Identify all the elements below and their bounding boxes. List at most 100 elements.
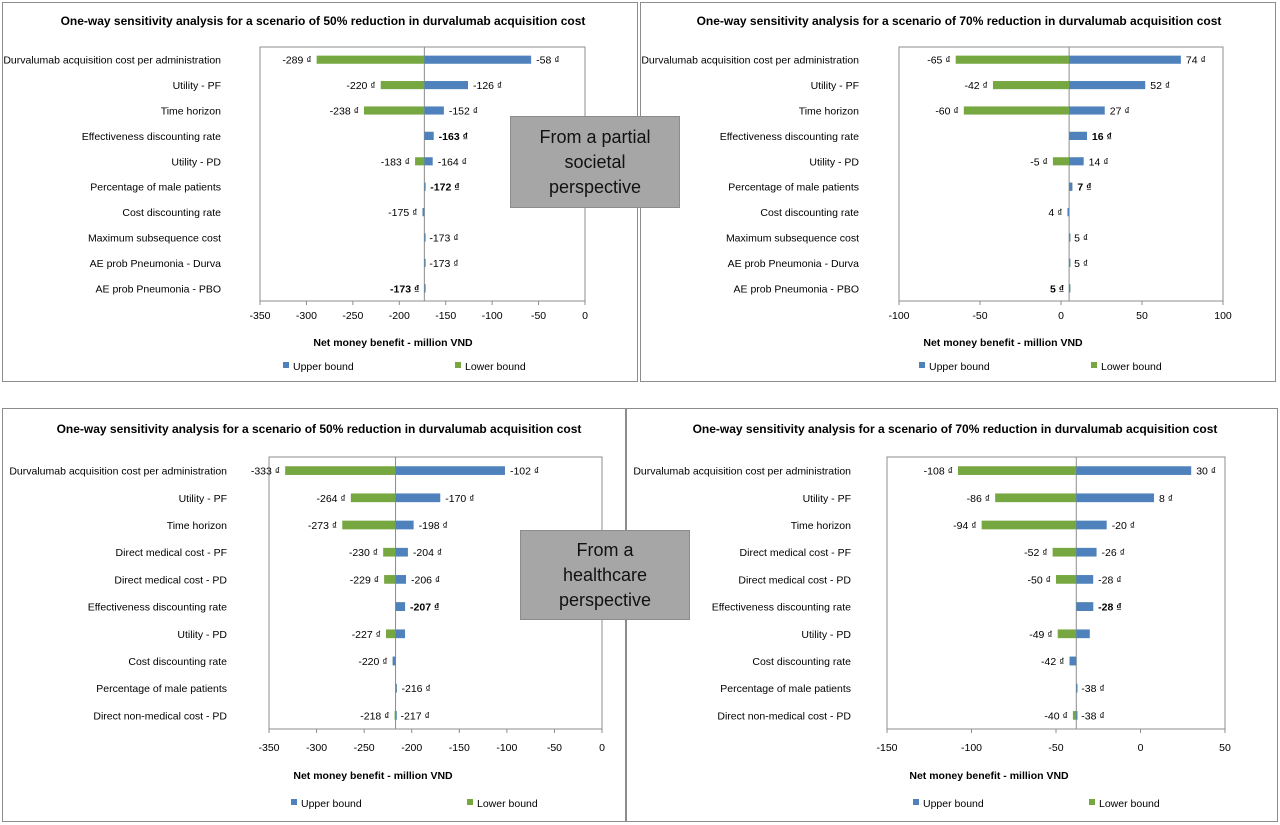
bar-upper-bound: [1069, 284, 1071, 293]
bar-upper-bound: [395, 629, 406, 639]
x-axis-label: Net money benefit - million VND: [293, 770, 453, 782]
category-label: AE prob Pneumonia - Durva: [728, 258, 859, 270]
x-axis-label: Net money benefit - million VND: [909, 770, 1069, 782]
data-label: 5 ₫: [1050, 283, 1064, 295]
data-label: -94 ₫: [953, 520, 976, 532]
bar-lower-bound: [316, 55, 425, 64]
data-label: -42 ₫: [964, 80, 987, 92]
bar-upper-bound: [1067, 208, 1070, 217]
data-label: -50 ₫: [1028, 574, 1051, 586]
data-label: -65 ₫: [927, 55, 950, 67]
category-label: Percentage of male patients: [728, 182, 859, 194]
category-label: Time horizon: [799, 106, 859, 118]
data-label: 7 ₫: [1077, 182, 1091, 194]
tornado-chart: One-way sensitivity analysis for a scena…: [641, 14, 1232, 373]
category-label: Percentage of male patients: [90, 182, 221, 194]
data-label: -28 ₫: [1098, 574, 1121, 586]
category-label: Cost discounting rate: [128, 656, 227, 668]
data-label: -5 ₫: [1030, 156, 1048, 168]
category-label: Direct non-medical cost - PD: [717, 710, 851, 722]
x-tick-label: -50: [972, 310, 987, 322]
category-label: Direct medical cost - PD: [738, 574, 851, 586]
data-label: 30 ₫: [1196, 466, 1216, 478]
bar-lower-bound: [415, 157, 425, 166]
bar-lower-bound: [1052, 547, 1077, 557]
bar-upper-bound: [1069, 182, 1073, 191]
data-label: -206 ₫: [411, 574, 440, 586]
category-label: Utility - PF: [173, 80, 221, 92]
x-tick-label: 50: [1136, 310, 1148, 322]
perspective-label: From a healthcare perspective: [520, 530, 690, 620]
data-label: -198 ₫: [419, 520, 448, 532]
x-tick-label: -300: [306, 742, 327, 754]
chart-title: One-way sensitivity analysis for a scena…: [697, 14, 1222, 28]
data-label: -204 ₫: [413, 547, 442, 559]
bar-upper-bound: [1069, 106, 1105, 115]
bar-upper-bound: [395, 683, 397, 693]
data-label: -108 ₫: [924, 466, 953, 478]
data-label: -42 ₫: [1041, 656, 1064, 668]
chart-panel-4: One-way sensitivity analysis for a scena…: [626, 408, 1278, 822]
data-label: -230 ₫: [349, 547, 378, 559]
data-label: 8 ₫: [1159, 493, 1173, 505]
perspective-label: From a partial societal perspective: [510, 116, 680, 208]
data-label: -218 ₫: [360, 710, 389, 722]
data-label: -164 ₫: [438, 156, 467, 168]
x-tick-label: -300: [296, 310, 317, 322]
tornado-chart: One-way sensitivity analysis for a scena…: [9, 422, 605, 810]
x-tick-label: -100: [496, 742, 517, 754]
x-tick-label: 0: [1058, 310, 1064, 322]
x-tick-label: -250: [354, 742, 375, 754]
bar-upper-bound: [395, 493, 441, 503]
category-label: Durvalumab acquisition cost per administ…: [633, 466, 851, 478]
data-label: -333 ₫: [251, 466, 280, 478]
bar-upper-bound: [1069, 258, 1071, 267]
category-label: Durvalumab acquisition cost per administ…: [3, 55, 221, 67]
category-label: Utility - PD: [177, 629, 227, 641]
data-label: 5 ₫: [1074, 258, 1088, 270]
x-tick-label: -200: [389, 310, 410, 322]
data-label: -28 ₫: [1098, 602, 1121, 614]
category-label: Time horizon: [167, 520, 227, 532]
bar-upper-bound: [1076, 711, 1078, 720]
bar-upper-bound: [424, 258, 426, 267]
legend-upper-label: Upper bound: [923, 798, 984, 810]
data-label: -38 ₫: [1081, 683, 1104, 695]
data-label: -172 ₫: [430, 182, 459, 194]
bar-upper-bound: [1076, 520, 1107, 530]
category-label: Utility - PF: [803, 493, 851, 505]
x-tick-label: 0: [1138, 742, 1144, 754]
x-tick-label: -150: [435, 310, 456, 322]
bar-lower-bound: [1056, 575, 1077, 584]
bar-lower-bound: [380, 81, 425, 90]
bar-lower-bound: [350, 493, 396, 503]
data-label: -26 ₫: [1102, 547, 1125, 559]
legend-upper-swatch: [913, 799, 919, 805]
x-tick-label: -50: [1048, 742, 1063, 754]
bar-upper-bound: [1076, 683, 1078, 693]
category-label: Maximum subsequence cost: [88, 233, 221, 245]
category-label: Effectiveness discounting rate: [88, 602, 227, 614]
data-label: -152 ₫: [449, 106, 478, 118]
bar-upper-bound: [424, 157, 433, 166]
bar-upper-bound: [1076, 547, 1097, 557]
category-label: Direct medical cost - PF: [116, 547, 227, 559]
legend-lower-swatch: [1089, 799, 1095, 805]
bar-upper-bound: [395, 520, 414, 530]
x-axis-label: Net money benefit - million VND: [923, 337, 1083, 349]
category-label: Utility - PD: [809, 156, 859, 168]
data-label: -20 ₫: [1112, 520, 1135, 532]
chart-panel-3: One-way sensitivity analysis for a scena…: [2, 408, 626, 822]
data-label: -58 ₫: [536, 55, 559, 67]
bar-lower-bound: [995, 493, 1077, 503]
tornado-chart: One-way sensitivity analysis for a scena…: [633, 422, 1231, 810]
category-label: Cost discounting rate: [752, 656, 851, 668]
category-label: Effectiveness discounting rate: [82, 131, 221, 143]
data-label: 4 ₫: [1048, 207, 1062, 219]
chart-title: One-way sensitivity analysis for a scena…: [693, 422, 1218, 436]
data-label: -264 ₫: [316, 493, 345, 505]
x-tick-label: 0: [582, 310, 588, 322]
category-label: Durvalumab acquisition cost per administ…: [9, 466, 227, 478]
legend-lower-swatch: [1091, 362, 1097, 368]
data-label: -126 ₫: [473, 80, 502, 92]
